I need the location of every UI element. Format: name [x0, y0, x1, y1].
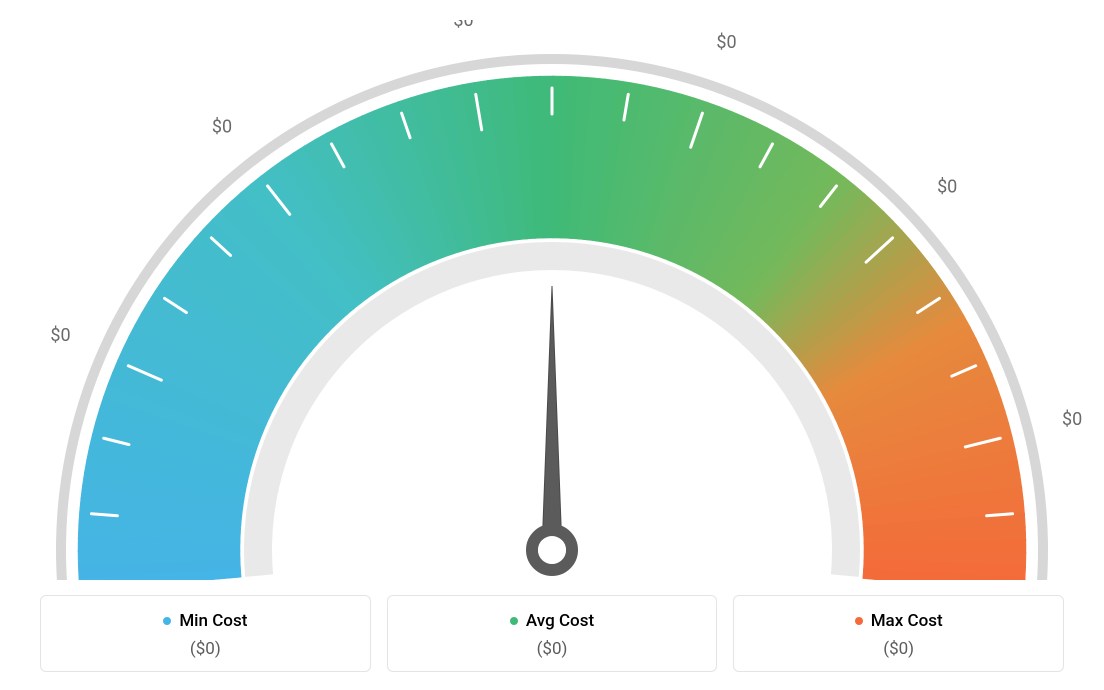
legend-card-min: Min Cost ($0) — [40, 595, 371, 672]
svg-text:$0: $0 — [453, 20, 473, 31]
legend-max-label: Max Cost — [855, 611, 943, 631]
legend-card-max: Max Cost ($0) — [733, 595, 1064, 672]
gauge-chart: $0$0$0$0$0$0$0 — [22, 20, 1082, 580]
legend-card-avg: Avg Cost ($0) — [387, 595, 718, 672]
legend-avg-label: Avg Cost — [510, 611, 594, 631]
svg-text:$0: $0 — [50, 325, 70, 346]
legend-avg-value: ($0) — [398, 639, 707, 659]
svg-text:$0: $0 — [212, 116, 232, 137]
legend-min-label: Min Cost — [163, 611, 247, 631]
svg-text:$0: $0 — [716, 32, 736, 53]
legend-min-value: ($0) — [51, 639, 360, 659]
svg-text:$0: $0 — [937, 177, 957, 198]
svg-text:$0: $0 — [1062, 409, 1082, 430]
legend-row: Min Cost ($0) Avg Cost ($0) Max Cost ($0… — [40, 595, 1064, 672]
legend-max-value: ($0) — [744, 639, 1053, 659]
